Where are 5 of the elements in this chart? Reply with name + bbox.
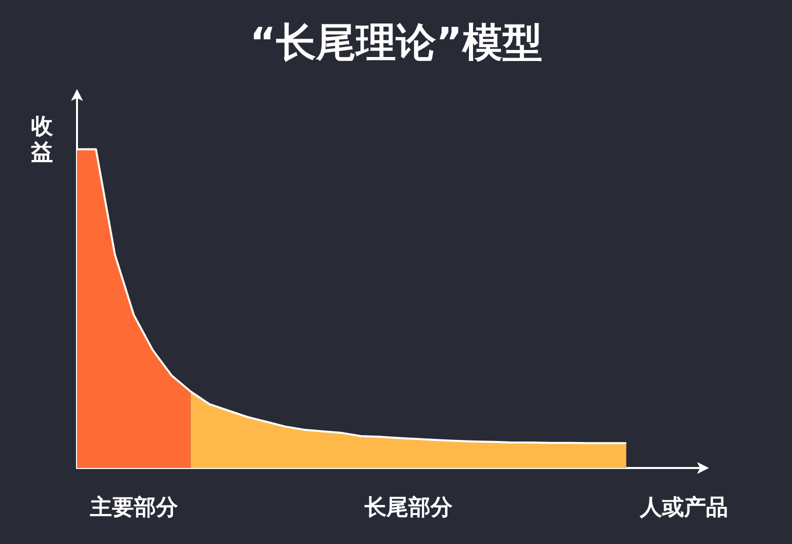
chart-title: “长尾理论”模型: [250, 20, 542, 66]
text: 长尾部分: [363, 494, 454, 520]
text: 主要部分: [88, 494, 179, 520]
x-axis-title: 人或产品: [639, 494, 728, 520]
y-axis-title: 收益: [31, 114, 54, 166]
